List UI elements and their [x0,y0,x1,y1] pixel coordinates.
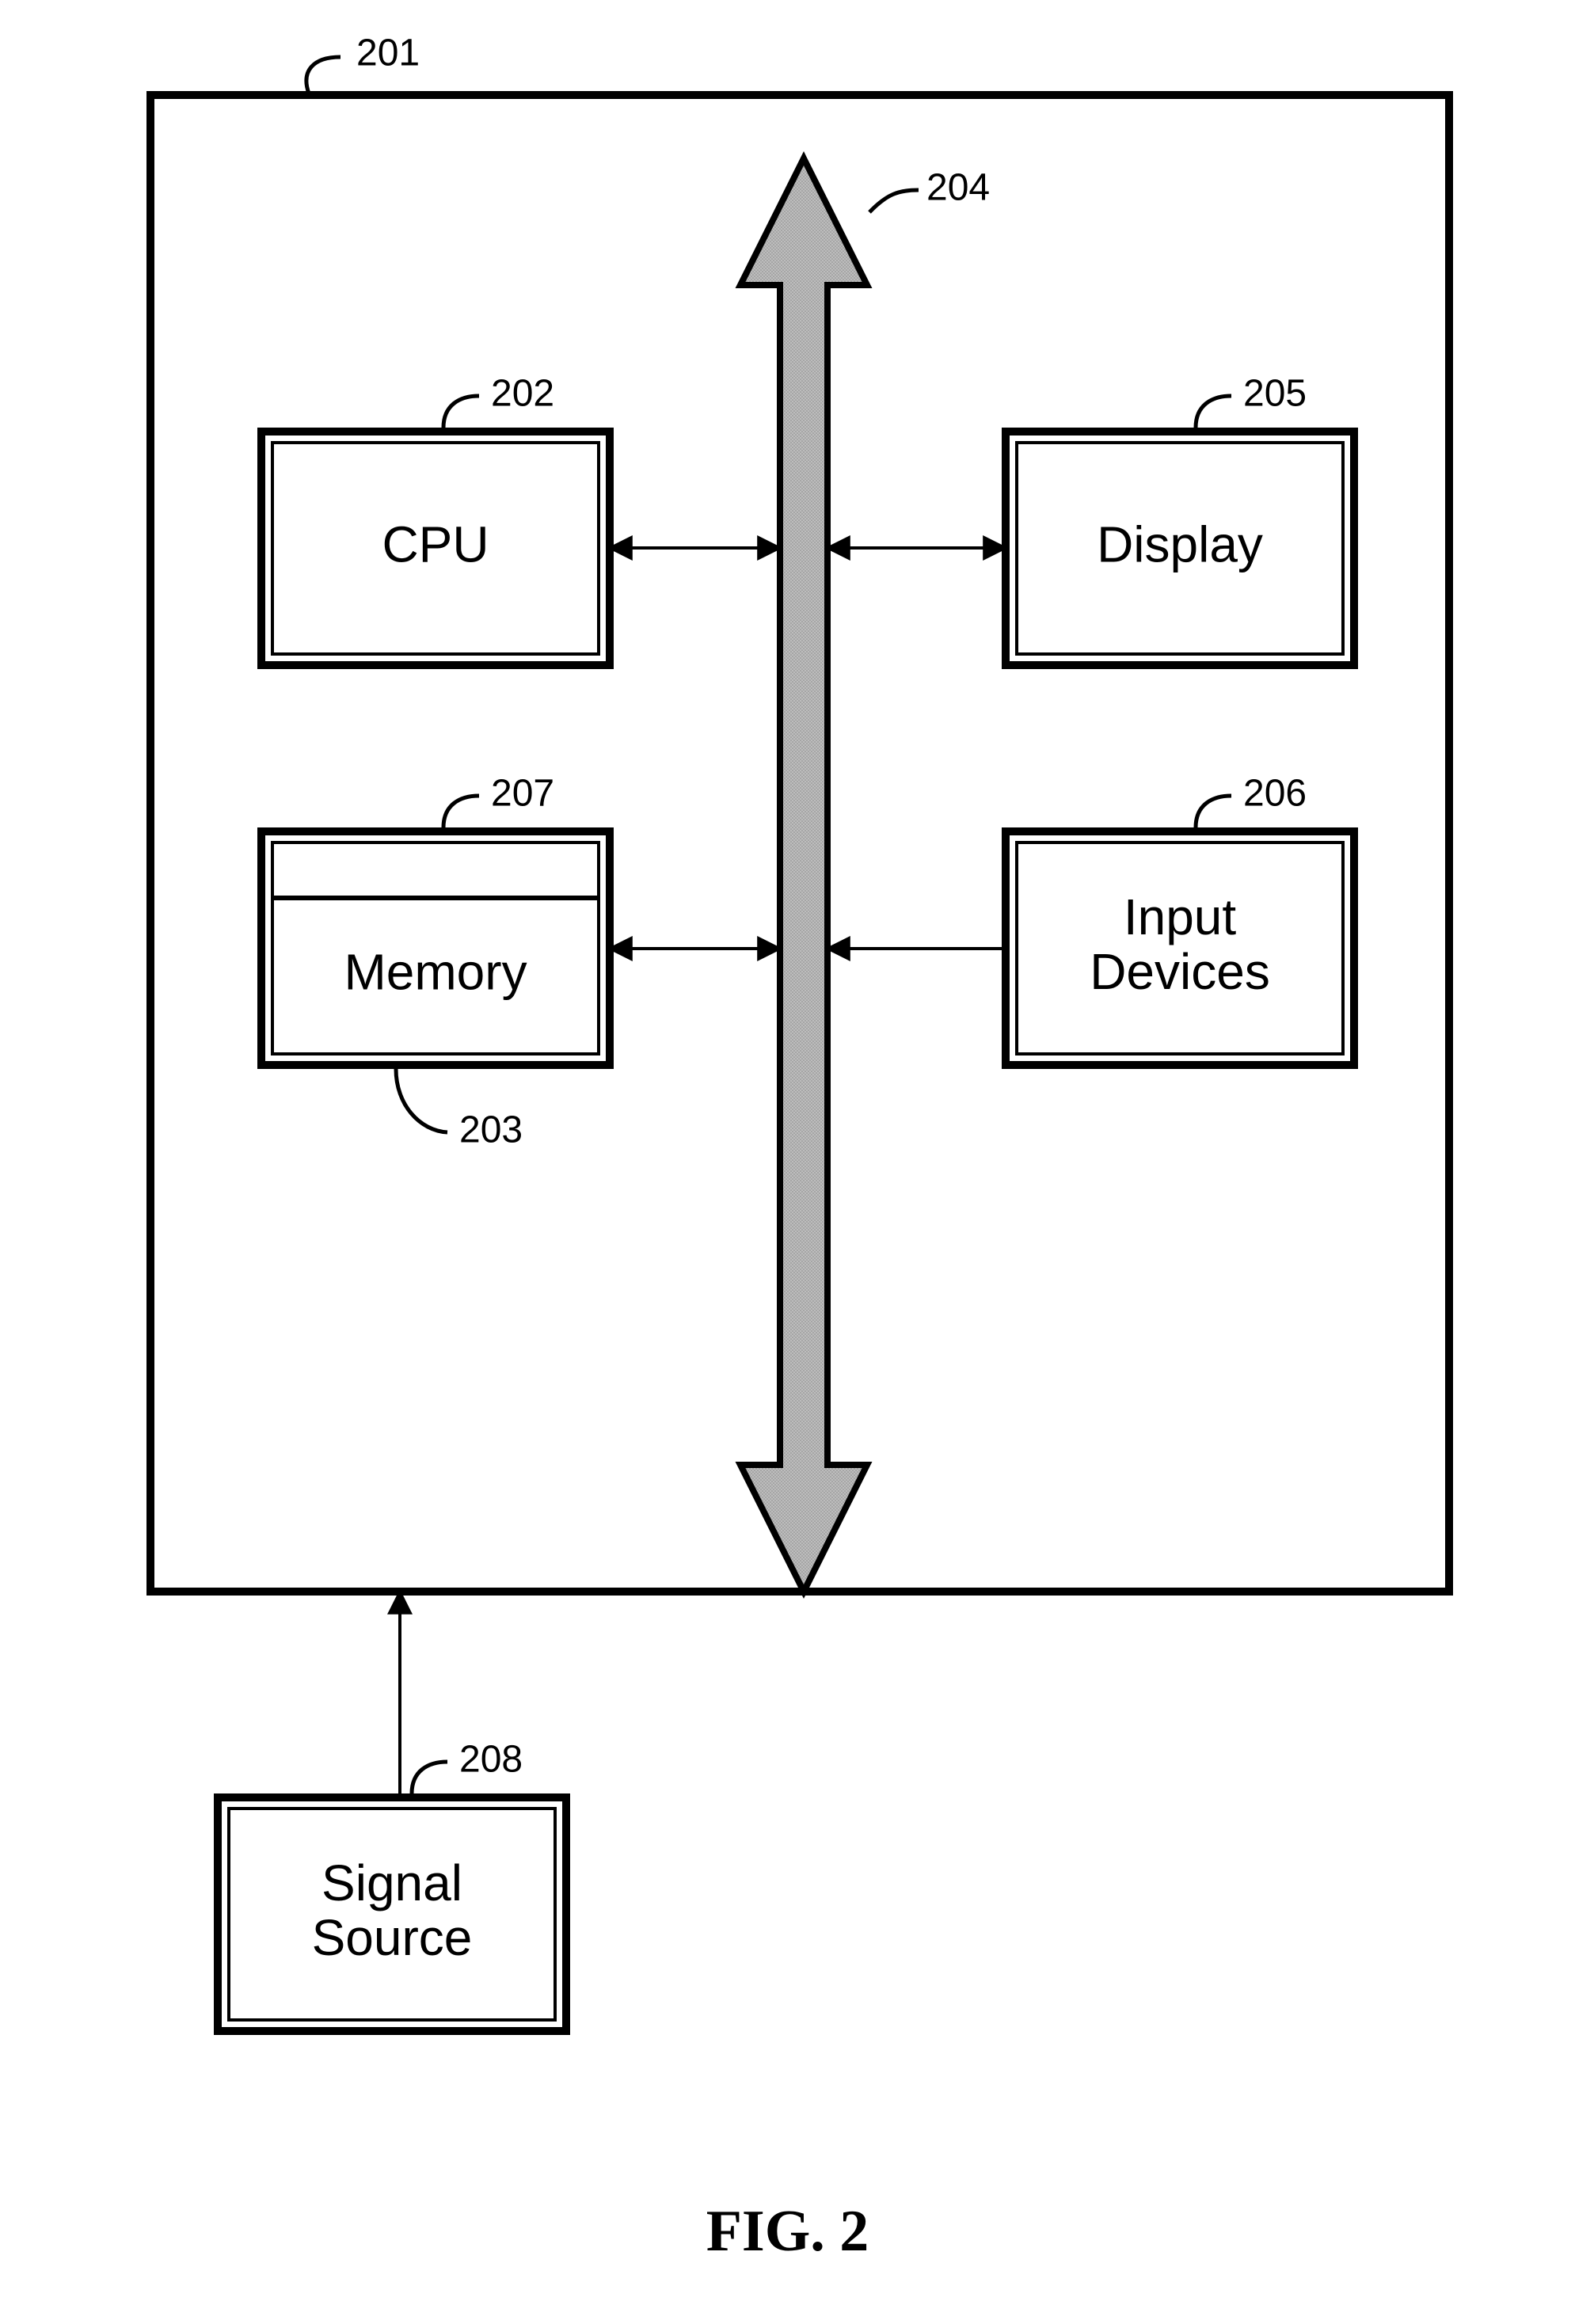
ref-label-205: 205 [1243,373,1307,415]
ref-leader-201 [306,57,340,93]
signal-source-label: Signal [321,1854,462,1911]
ref-label-208: 208 [459,1739,523,1781]
ref-label-207: 207 [491,773,554,815]
figure-caption: FIG. 2 [706,2199,869,2264]
ref-leader-208 [412,1762,447,1793]
ref-label-206: 206 [1243,773,1307,815]
signal-source-label: Source [312,1909,473,1966]
cpu-label: CPU [382,515,489,572]
memory-label: Memory [344,943,527,1000]
ref-label-202: 202 [491,373,554,415]
display-label: Display [1097,515,1263,572]
input-devices-label: Devices [1090,943,1270,1000]
ref-label-203: 203 [459,1109,523,1151]
ref-label-201: 201 [356,32,420,74]
ref-label-204: 204 [926,167,990,209]
input-devices-label: Input [1124,888,1237,945]
